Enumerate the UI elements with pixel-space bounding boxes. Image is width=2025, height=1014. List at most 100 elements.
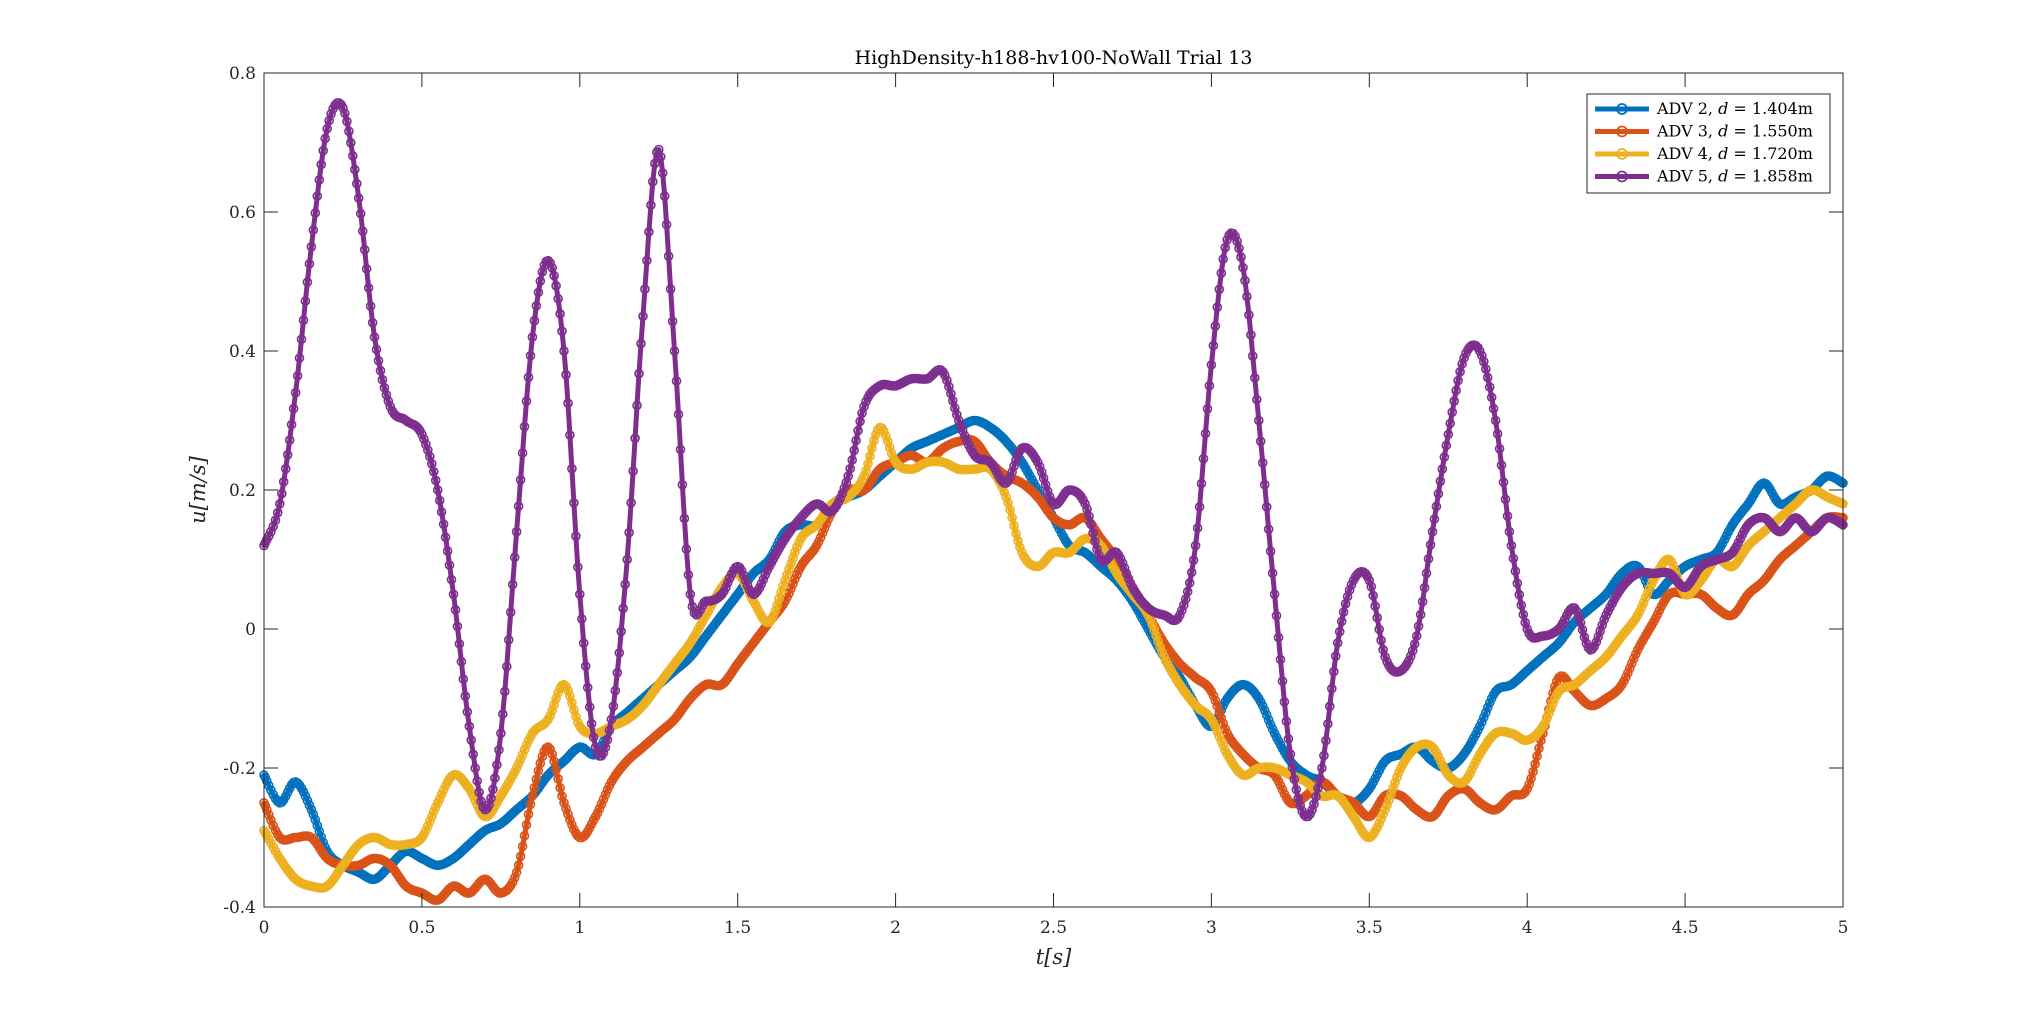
legend: ADV 2, d = 1.404m ADV 3, d = 1.550m ADV 4,… [1586,93,1831,194]
data-point [535,758,546,769]
data-point [314,175,325,185]
data-point [1638,597,1649,608]
data-point [1311,791,1321,802]
legend-label-variable: d [1718,144,1728,163]
data-point [724,573,735,584]
data-point [326,109,336,119]
data-point [884,442,895,453]
data-point [1642,588,1653,598]
data-point [1234,243,1244,254]
data-point [1289,774,1300,785]
data-point [551,280,561,291]
data-point [1080,499,1090,509]
data-point [835,493,846,504]
data-point [1437,464,1448,474]
x-tick-label: 1 [574,918,585,938]
data-point [545,258,556,268]
data-point [1175,610,1185,620]
data-point [494,745,504,755]
data-point [790,547,800,558]
data-point [584,702,595,712]
x-tick-label: 2.5 [1040,918,1067,938]
data-point [949,403,960,413]
data-point [517,749,528,760]
data-point [306,804,317,815]
data-point [590,742,601,752]
data-point [1281,716,1292,727]
data-point [537,751,548,762]
legend-label-prefix: ADV 4, [1656,144,1718,163]
x-tick-label: 0.5 [408,918,435,938]
data-point [523,809,534,820]
data-point [288,403,299,414]
data-point [1484,698,1495,708]
data-point [588,732,599,743]
data-point [1212,302,1223,313]
y-tick-label: -0.4 [223,898,256,918]
data-point [1342,591,1353,602]
data-point [819,523,830,534]
chart-title: HighDensity-h188-hv100-NoWall Trial 13 [855,47,1253,69]
data-point [1092,544,1102,554]
legend-label-variable: d [1718,99,1728,118]
data-point [1510,566,1521,577]
data-point [266,785,276,796]
data-point [646,200,656,210]
data-point [525,350,536,361]
data-point [1263,714,1274,725]
data-point [667,316,678,327]
data-point [1283,734,1294,744]
series-4 [259,422,1848,893]
y-tick-label: 0.8 [229,64,256,84]
data-point [642,255,652,266]
data-point [1117,558,1128,568]
data-point [1198,453,1209,464]
data-point [782,570,792,580]
data-point [529,315,540,326]
data-point [1429,514,1440,524]
data-point [1204,380,1215,391]
data-point [671,376,682,386]
data-point [1208,340,1219,351]
data-point [537,267,548,277]
data-point [849,445,860,456]
data-point [1206,360,1217,370]
data-point [454,639,465,649]
data-point [381,389,392,400]
data-point [310,814,321,825]
data-point [1477,717,1487,727]
data-point [580,661,591,671]
data-point [961,435,972,446]
data-point [436,507,447,517]
data-point [1036,467,1047,477]
data-point [847,455,858,465]
data-point [1287,762,1298,773]
data-point [1386,789,1396,800]
data-point [553,773,563,784]
data-point [446,574,457,585]
data-point [1447,407,1457,418]
data-point [1591,637,1602,647]
data-point [1431,501,1442,512]
data-point [1216,713,1227,723]
data-point [1621,672,1631,683]
data-point [276,488,287,499]
data-point [1421,568,1432,579]
data-point [545,710,556,721]
data-point [1522,624,1532,634]
data-point [776,587,786,598]
data-point [1188,555,1199,565]
data-point [598,794,609,805]
data-point [620,579,631,590]
data-point [1522,784,1532,794]
data-point [1520,617,1530,628]
data-point [519,830,530,841]
data-point [519,421,530,432]
data-point [1212,701,1223,711]
data-point [1443,429,1454,440]
data-point [1514,589,1525,600]
data-point [681,544,692,554]
data-point [1502,511,1513,521]
data-point [375,365,386,376]
x-tick-label: 0 [259,918,270,938]
